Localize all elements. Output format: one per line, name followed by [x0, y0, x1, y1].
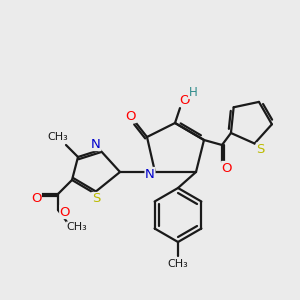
- Text: CH₃: CH₃: [48, 132, 68, 142]
- Text: O: O: [31, 193, 41, 206]
- Text: N: N: [145, 167, 155, 181]
- Text: O: O: [180, 94, 190, 106]
- Text: O: O: [60, 206, 70, 218]
- Text: N: N: [91, 137, 101, 151]
- Text: CH₃: CH₃: [67, 222, 87, 232]
- Text: O: O: [222, 161, 232, 175]
- Text: S: S: [256, 143, 265, 156]
- Text: O: O: [126, 110, 136, 122]
- Text: H: H: [189, 85, 197, 98]
- Text: S: S: [92, 193, 100, 206]
- Text: CH₃: CH₃: [168, 259, 188, 269]
